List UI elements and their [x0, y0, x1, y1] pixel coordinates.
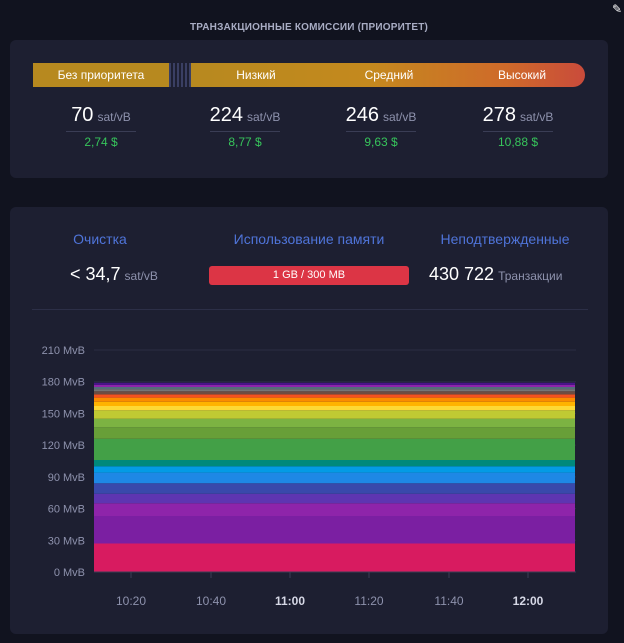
unconfirmed-label: Неподтвержденные [440, 231, 570, 247]
purge-value: < 34,7 [70, 264, 121, 284]
area-series [94, 410, 575, 419]
fee-divider [66, 131, 136, 132]
area-series [94, 472, 575, 484]
area-series [94, 401, 575, 407]
fee-usd: 10,88 $ [497, 135, 539, 149]
area-series [94, 382, 575, 385]
fee-divider [210, 131, 280, 132]
priority-gradient-bar: Низкий Средний Высокий [191, 63, 585, 87]
area-series [94, 389, 575, 392]
fee-low: 224 sat/vB 8,77 $ [180, 104, 310, 149]
fee-usd: 2,74 $ [84, 135, 118, 149]
y-tick-label: 60 MvB [48, 504, 85, 516]
purge-unit: sat/vB [124, 269, 158, 283]
y-tick-label: 150 MvB [42, 408, 85, 420]
y-tick-label: 0 MvB [54, 567, 85, 579]
stats-divider [32, 309, 588, 310]
fee-unit: sat/vB [247, 110, 281, 124]
unconfirmed-value-row: 430 722 Транзакции [429, 264, 562, 285]
area-series [94, 427, 575, 439]
area-series [94, 483, 575, 494]
fee-rate: 246 [345, 104, 379, 126]
area-series [94, 543, 575, 572]
fee-rate: 278 [482, 104, 516, 126]
y-tick-label: 30 MvB [48, 535, 85, 547]
area-series [94, 493, 575, 504]
y-tick-label: 180 MvB [42, 377, 85, 389]
purge-value-row: < 34,7 sat/vB [70, 264, 158, 285]
priority-none-label: Без приоритета [33, 63, 169, 87]
priority-medium-label: Средний [364, 68, 414, 82]
area-series [94, 459, 575, 467]
area-series [94, 515, 575, 544]
area-series [94, 466, 575, 473]
fee-rate: 224 [209, 104, 243, 126]
fee-divider [483, 131, 553, 132]
area-series [94, 418, 575, 428]
y-tick-label: 210 MvB [42, 345, 85, 357]
priority-separator [169, 63, 191, 87]
pencil-icon[interactable]: ✎ [612, 2, 623, 16]
memory-label: Использование памяти [233, 231, 385, 247]
unconfirmed-unit: Транзакции [498, 269, 563, 283]
y-tick-label: 90 MvB [48, 472, 85, 484]
fee-unit: sat/vB [520, 110, 554, 124]
x-tick-label: 12:00 [513, 594, 544, 608]
fee-usd: 8,77 $ [228, 135, 262, 149]
fee-unit: sat/vB [97, 110, 131, 124]
purge-label: Очистка [73, 231, 127, 247]
area-series [94, 503, 575, 516]
area-series [94, 387, 575, 390]
area-series [94, 397, 575, 402]
fees-card: Без приоритета Низкий Средний Высокий 70… [10, 40, 608, 178]
area-series [94, 438, 575, 460]
fee-medium: 246 sat/vB 9,63 $ [316, 104, 446, 149]
fees-section-title: ТРАНЗАКЦИОННЫЕ КОМИССИИ (ПРИОРИТЕТ) [189, 22, 429, 33]
area-series [94, 394, 575, 398]
fee-divider [346, 131, 416, 132]
mempool-chart: 0 MvB 30 MvB 60 MvB 90 MvB 120 MvB 150 MvB 180… [42, 345, 576, 608]
x-tick-label: 11:00 [275, 594, 305, 608]
fee-unit: sat/vB [383, 110, 417, 124]
x-tick-label: 10:20 [116, 594, 146, 608]
area-series [94, 406, 575, 411]
unconfirmed-value: 430 722 [429, 264, 495, 284]
fee-none: 70 sat/vB 2,74 $ [36, 104, 166, 149]
x-tick-label: 10:40 [196, 594, 226, 608]
mempool-card: Очистка < 34,7 sat/vB Использование памят… [10, 207, 608, 634]
area-series [94, 384, 575, 387]
y-tick-label: 120 MvB [42, 440, 85, 452]
x-tick-label: 11:20 [354, 594, 383, 608]
fee-rate: 70 [71, 104, 94, 126]
memory-usage-bar: 1 GB / 300 MB [209, 266, 409, 285]
fee-high: 278 sat/vB 10,88 $ [453, 104, 583, 149]
priority-low-label: Низкий [236, 68, 276, 82]
priority-high-label: Высокий [497, 68, 547, 82]
area-series [94, 391, 575, 395]
x-tick-label: 11:40 [434, 594, 463, 608]
fee-usd: 9,63 $ [364, 135, 398, 149]
